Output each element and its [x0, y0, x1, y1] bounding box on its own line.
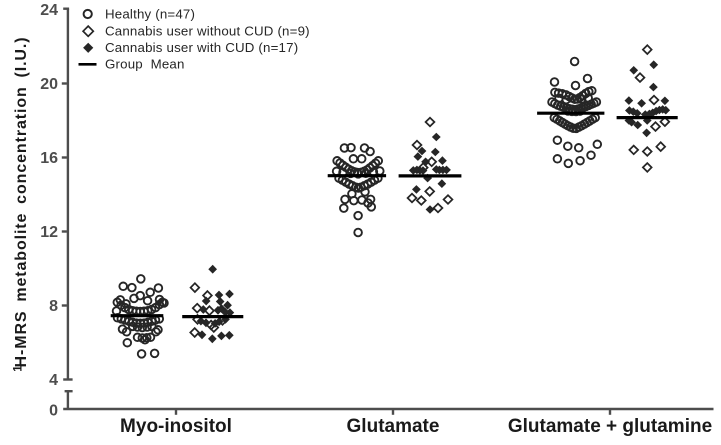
svg-text:Glutamate + glutamine: Glutamate + glutamine — [508, 416, 712, 437]
svg-text:Cannabis user without CUD (n=9: Cannabis user without CUD (n=9) — [105, 24, 310, 39]
svg-text:Healthy (n=47): Healthy (n=47) — [105, 6, 195, 21]
svg-text:12: 12 — [40, 224, 58, 241]
svg-text:1: 1 — [13, 365, 25, 372]
svg-text:Group Mean: Group Mean — [105, 57, 185, 72]
svg-text:Glutamate: Glutamate — [347, 416, 440, 437]
svg-text:20: 20 — [40, 76, 58, 93]
svg-text:0: 0 — [49, 403, 58, 420]
svg-text:24: 24 — [40, 2, 58, 19]
svg-text:Cannabis user with CUD (n=17): Cannabis user with CUD (n=17) — [105, 40, 298, 55]
svg-text:Myo-inositol: Myo-inositol — [120, 416, 232, 437]
svg-text:16: 16 — [40, 150, 58, 167]
svg-text:8: 8 — [49, 298, 58, 315]
svg-text:H-MRS metabolite concentration: H-MRS metabolite concentration (I.U.) — [13, 37, 30, 368]
svg-text:4: 4 — [49, 372, 58, 389]
